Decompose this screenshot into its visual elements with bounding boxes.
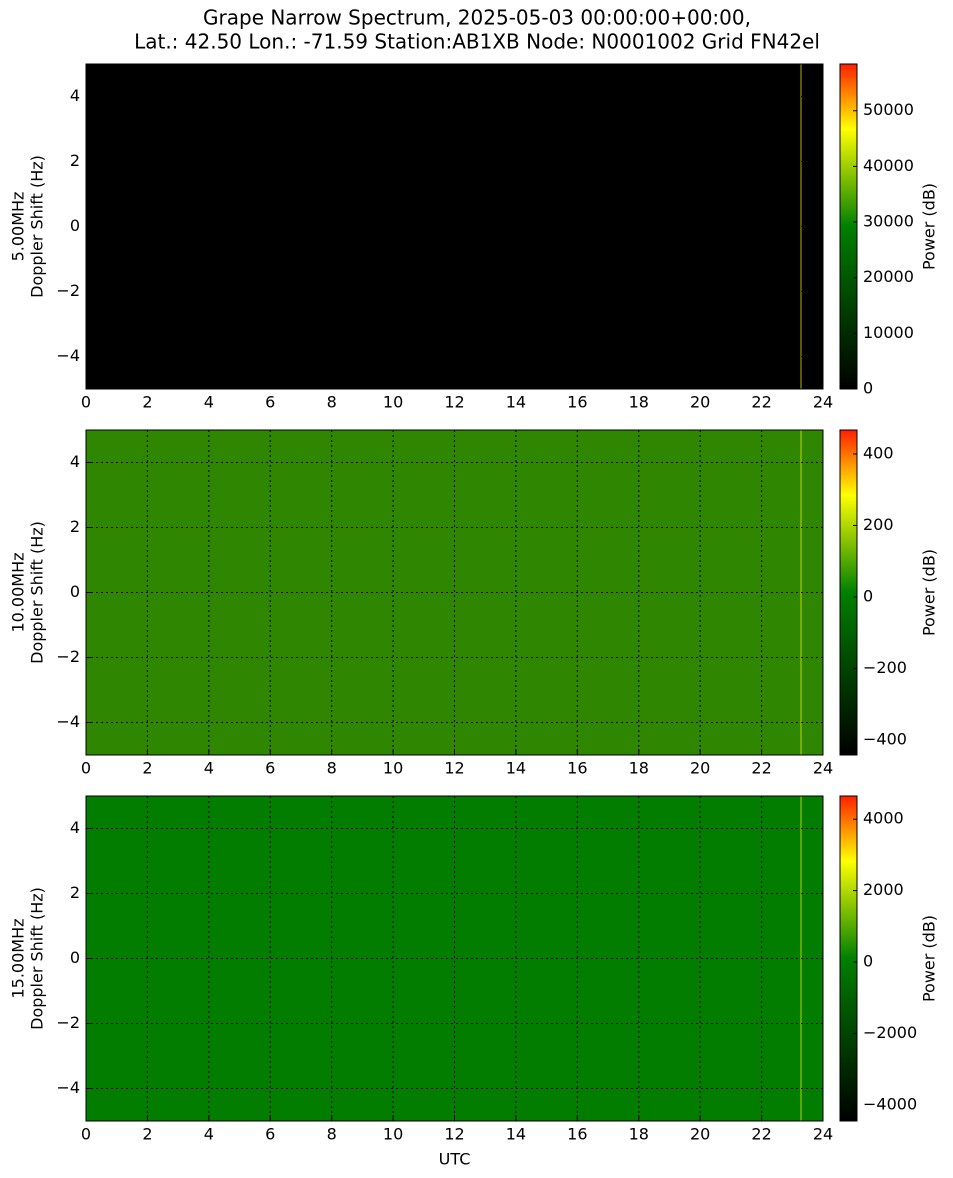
x-tick-label: 10 [383,759,403,778]
colorbar-tick-label: 20000 [863,267,914,286]
y-tick-label: 0 [70,582,80,601]
colorbar [839,429,858,756]
colorbar-tick-label: −4000 [863,1094,917,1113]
colorbar-tick-label: 0 [863,586,873,605]
x-tick-label: 6 [265,759,275,778]
y-tick-label: 2 [70,517,80,536]
x-tick-label: 20 [690,759,710,778]
colorbar [839,795,858,1122]
y-axis-label: 5.00MHz [9,192,28,262]
x-tick-label: 4 [204,759,214,778]
y-tick-label: −4 [56,346,80,365]
x-tick-label: 14 [506,1125,526,1144]
x-axis-label: UTC [439,1150,471,1169]
x-tick-label: 22 [751,393,771,412]
colorbar-tick-label: −400 [863,729,907,748]
x-tick-label: 10 [383,1125,403,1144]
x-tick-label: 8 [327,1125,337,1144]
y-axis-label: Doppler Shift (Hz) [28,887,47,1030]
x-tick-label: 20 [690,393,710,412]
colorbar-tick-label: 4000 [863,809,904,828]
x-tick-label: 2 [142,1125,152,1144]
y-tick-label: 2 [70,151,80,170]
x-tick-label: 22 [751,759,771,778]
x-tick-label: 14 [506,759,526,778]
y-tick-label: −2 [56,281,80,300]
plot-frame [85,429,824,756]
y-tick-label: 0 [70,216,80,235]
x-tick-label: 8 [327,393,337,412]
y-tick-label: 4 [70,818,80,837]
x-tick-label: 10 [383,393,403,412]
y-axis-label: 10.00MHz [9,552,28,632]
x-tick-label: 12 [444,1125,464,1144]
colorbar-tick-label: 200 [863,515,894,534]
y-tick-label: 4 [70,452,80,471]
x-tick-label: 6 [265,1125,275,1144]
title-line: Grape Narrow Spectrum, 2025-05-03 00:00:… [203,6,751,30]
x-tick-label: 24 [813,1125,833,1144]
colorbar [839,63,858,390]
colorbar-tick-label: 400 [863,443,894,462]
x-tick-label: 16 [567,759,587,778]
colorbar-tick-label: 0 [863,952,873,971]
x-tick-label: 24 [813,393,833,412]
colorbar-tick-label: 10000 [863,323,914,342]
y-tick-label: 0 [70,948,80,967]
colorbar-tick-label: 50000 [863,100,914,119]
x-tick-label: 0 [81,393,91,412]
x-tick-label: 18 [629,1125,649,1144]
plot-frame [85,795,824,1122]
x-tick-label: 0 [81,759,91,778]
colorbar-tick-label: 0 [863,379,873,398]
x-tick-label: 4 [204,393,214,412]
x-tick-label: 16 [567,393,587,412]
x-tick-label: 24 [813,759,833,778]
y-tick-label: 4 [70,86,80,105]
y-axis-label: Doppler Shift (Hz) [28,155,47,298]
colorbar-tick-label: 40000 [863,156,914,175]
x-tick-label: 8 [327,759,337,778]
x-tick-label: 4 [204,1125,214,1144]
y-axis-label: 15.00MHz [9,918,28,998]
x-tick-label: 12 [444,759,464,778]
x-tick-label: 18 [629,393,649,412]
colorbar-tick-label: −200 [863,658,907,677]
x-tick-label: 2 [142,759,152,778]
plot-frame [85,63,824,390]
x-tick-label: 16 [567,1125,587,1144]
x-tick-label: 12 [444,393,464,412]
x-tick-label: 14 [506,393,526,412]
x-tick-label: 22 [751,1125,771,1144]
y-axis-label: Doppler Shift (Hz) [28,521,47,664]
x-tick-label: 20 [690,1125,710,1144]
y-tick-label: 2 [70,883,80,902]
colorbar-tick-label: 30000 [863,212,914,231]
colorbar-tick-label: 2000 [863,880,904,899]
x-tick-label: 0 [81,1125,91,1144]
x-tick-label: 6 [265,393,275,412]
y-tick-label: −4 [56,712,80,731]
colorbar-label: Power (dB) [920,549,939,636]
colorbar-label: Power (dB) [920,183,939,270]
colorbar-label: Power (dB) [920,915,939,1002]
colorbar-tick-label: −2000 [863,1023,917,1042]
y-tick-label: −2 [56,647,80,666]
y-tick-label: −2 [56,1013,80,1032]
x-tick-label: 2 [142,393,152,412]
y-tick-label: −4 [56,1078,80,1097]
x-tick-label: 18 [629,759,649,778]
title-line: Lat.: 42.50 Lon.: -71.59 Station:AB1XB N… [134,30,820,54]
